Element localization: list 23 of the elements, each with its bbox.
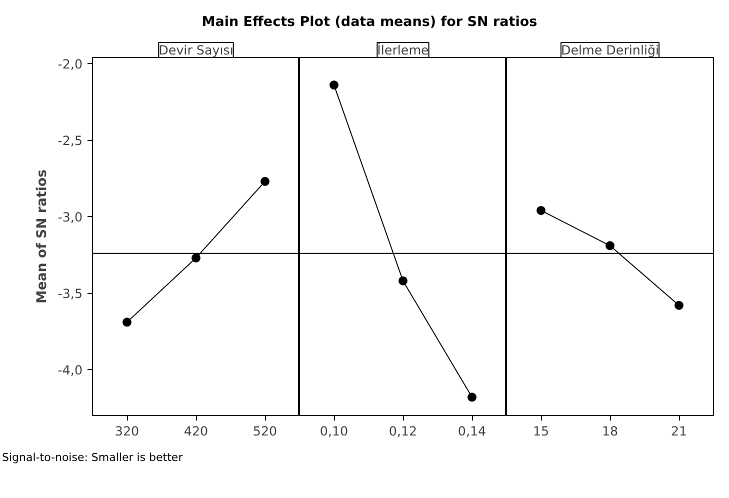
y-tick-label: -3,5 — [58, 286, 83, 302]
point — [122, 318, 132, 327]
x-tick-label: 21 — [670, 424, 688, 438]
point — [192, 253, 200, 262]
y-tick-label: -2,5 — [58, 133, 83, 148]
x-tick-label: 320 — [114, 424, 140, 438]
x-tick-label: 0,10 — [320, 424, 348, 438]
chart-subtitle: Devir Sayısı — [158, 42, 234, 58]
text: Signal-to-noise: Smaller is better — [2, 450, 183, 466]
x-tick-label: 420 — [184, 424, 208, 438]
point — [260, 176, 270, 186]
y-tick-label: -3,0 — [58, 210, 83, 225]
x-tick-label: 15 — [532, 424, 550, 438]
x-tick-label: 18 — [602, 424, 618, 438]
x-tick-label: 520 — [252, 424, 278, 438]
x-tick-label: 0,14 — [458, 424, 486, 438]
chart-subtitle: Delme Derinliği — [560, 42, 660, 58]
x-tick-label: 0,12 — [388, 424, 418, 438]
y-tick-label: -4,0 — [58, 362, 83, 378]
chart-subtitle: İlerleme — [377, 42, 430, 58]
y-axis-title: Mean of SN ratios — [34, 169, 50, 304]
text: Main Effects Plot (data means) for SN ratios — [202, 13, 538, 32]
y-tick-label: -2,0 — [58, 56, 83, 72]
